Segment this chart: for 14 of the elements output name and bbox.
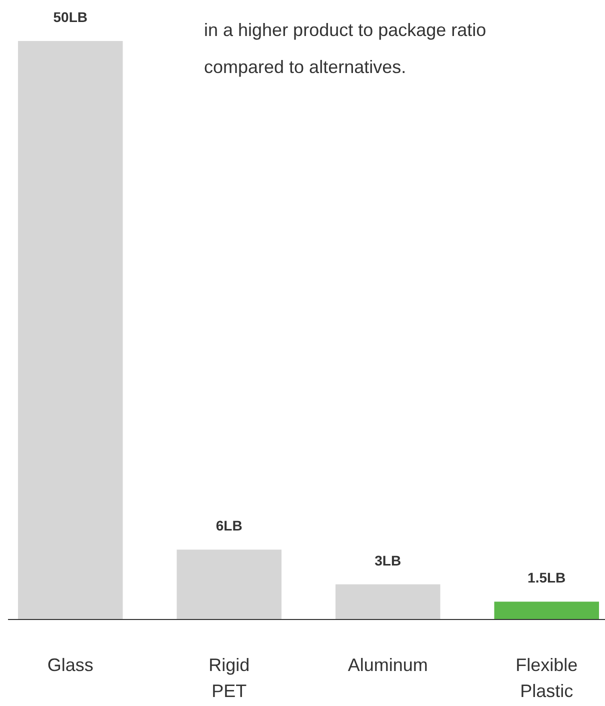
data-label: 1.5LB [528,570,566,586]
x-tick-label: Rigid PET [208,655,250,701]
x-tick-label: Aluminum [348,655,428,675]
x-tick-label: Glass [47,655,94,675]
bar [18,41,123,619]
data-label: 50LB [53,9,88,25]
data-label: 3LB [374,552,402,568]
bar [494,602,599,619]
bar [176,550,282,619]
bar [335,584,440,619]
annotation: compared to alternatives. [204,57,406,77]
x-tick-label: Flexible Plastic [516,655,578,701]
text: in a higher product to package ratio [204,20,486,40]
data-label: 6LB [216,518,242,534]
